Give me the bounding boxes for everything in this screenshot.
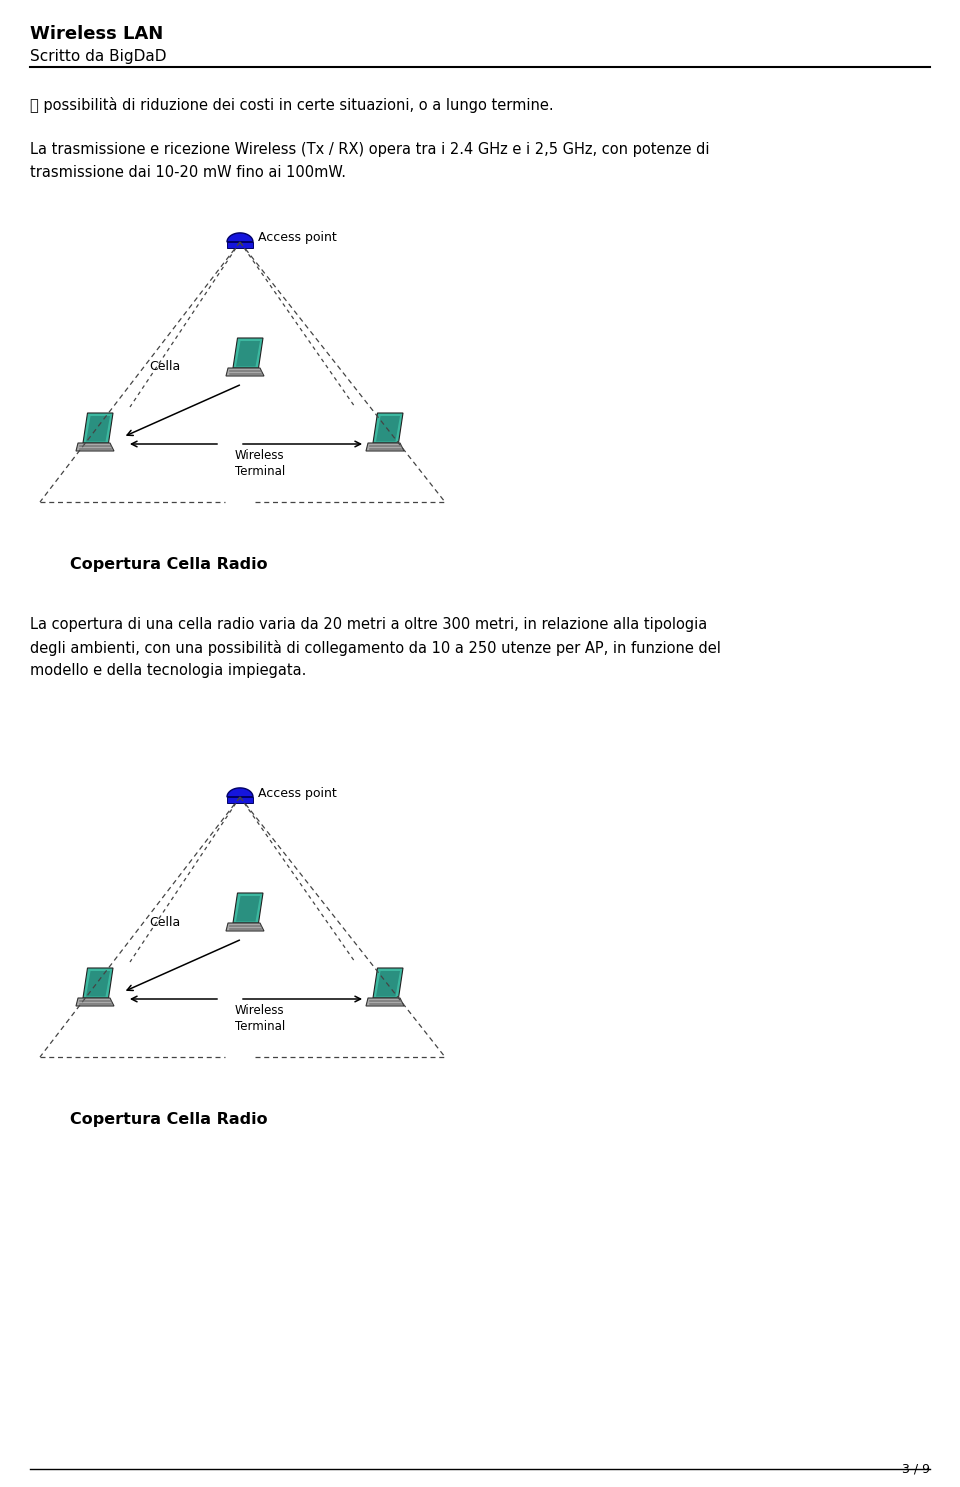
Polygon shape (373, 413, 403, 443)
Text: Copertura Cella Radio: Copertura Cella Radio (70, 1112, 268, 1127)
Text: modello e della tecnologia impiegata.: modello e della tecnologia impiegata. (30, 663, 306, 678)
Text: Scritto da BigDaD: Scritto da BigDaD (30, 49, 166, 64)
Text: Access point: Access point (258, 232, 337, 244)
Polygon shape (226, 923, 264, 931)
Polygon shape (376, 971, 400, 996)
Polygon shape (366, 443, 404, 451)
Polygon shape (373, 968, 403, 998)
Polygon shape (233, 894, 263, 923)
Polygon shape (227, 233, 253, 242)
Polygon shape (86, 416, 110, 442)
Text: Wireless
Terminal: Wireless Terminal (235, 1004, 285, 1033)
Text: trasmissione dai 10-20 mW fino ai 100mW.: trasmissione dai 10-20 mW fino ai 100mW. (30, 165, 346, 180)
Text: Cella: Cella (150, 360, 180, 373)
Text: La trasmissione e ricezione Wireless (Tx / RX) opera tra i 2.4 GHz e i 2,5 GHz, : La trasmissione e ricezione Wireless (Tx… (30, 141, 709, 158)
Polygon shape (227, 788, 253, 797)
Polygon shape (83, 968, 113, 998)
Polygon shape (366, 998, 404, 1007)
Polygon shape (233, 338, 263, 367)
Bar (227, 242, 253, 248)
Polygon shape (76, 443, 114, 451)
Polygon shape (236, 897, 260, 922)
Text: Access point: Access point (258, 787, 337, 800)
Text: 3 / 9: 3 / 9 (902, 1462, 930, 1475)
Text: Copertura Cella Radio: Copertura Cella Radio (70, 558, 268, 572)
Text: La copertura di una cella radio varia da 20 metri a oltre 300 metri, in relazion: La copertura di una cella radio varia da… (30, 617, 708, 632)
Polygon shape (226, 367, 264, 376)
Text: Wireless LAN: Wireless LAN (30, 25, 163, 43)
Text: degli ambienti, con una possibilità di collegamento da 10 a 250 utenze per AP, i: degli ambienti, con una possibilità di c… (30, 639, 721, 656)
Text: Wireless
Terminal: Wireless Terminal (235, 449, 285, 477)
Polygon shape (83, 413, 113, 443)
Text:   possibilità di riduzione dei costi in certe situazioni, o a lungo termine.:   possibilità di riduzione dei costi in … (30, 97, 554, 113)
Polygon shape (376, 416, 400, 442)
Polygon shape (76, 998, 114, 1007)
Bar (227, 797, 253, 803)
Polygon shape (86, 971, 110, 996)
Text: Cella: Cella (150, 916, 180, 928)
Polygon shape (236, 341, 260, 366)
